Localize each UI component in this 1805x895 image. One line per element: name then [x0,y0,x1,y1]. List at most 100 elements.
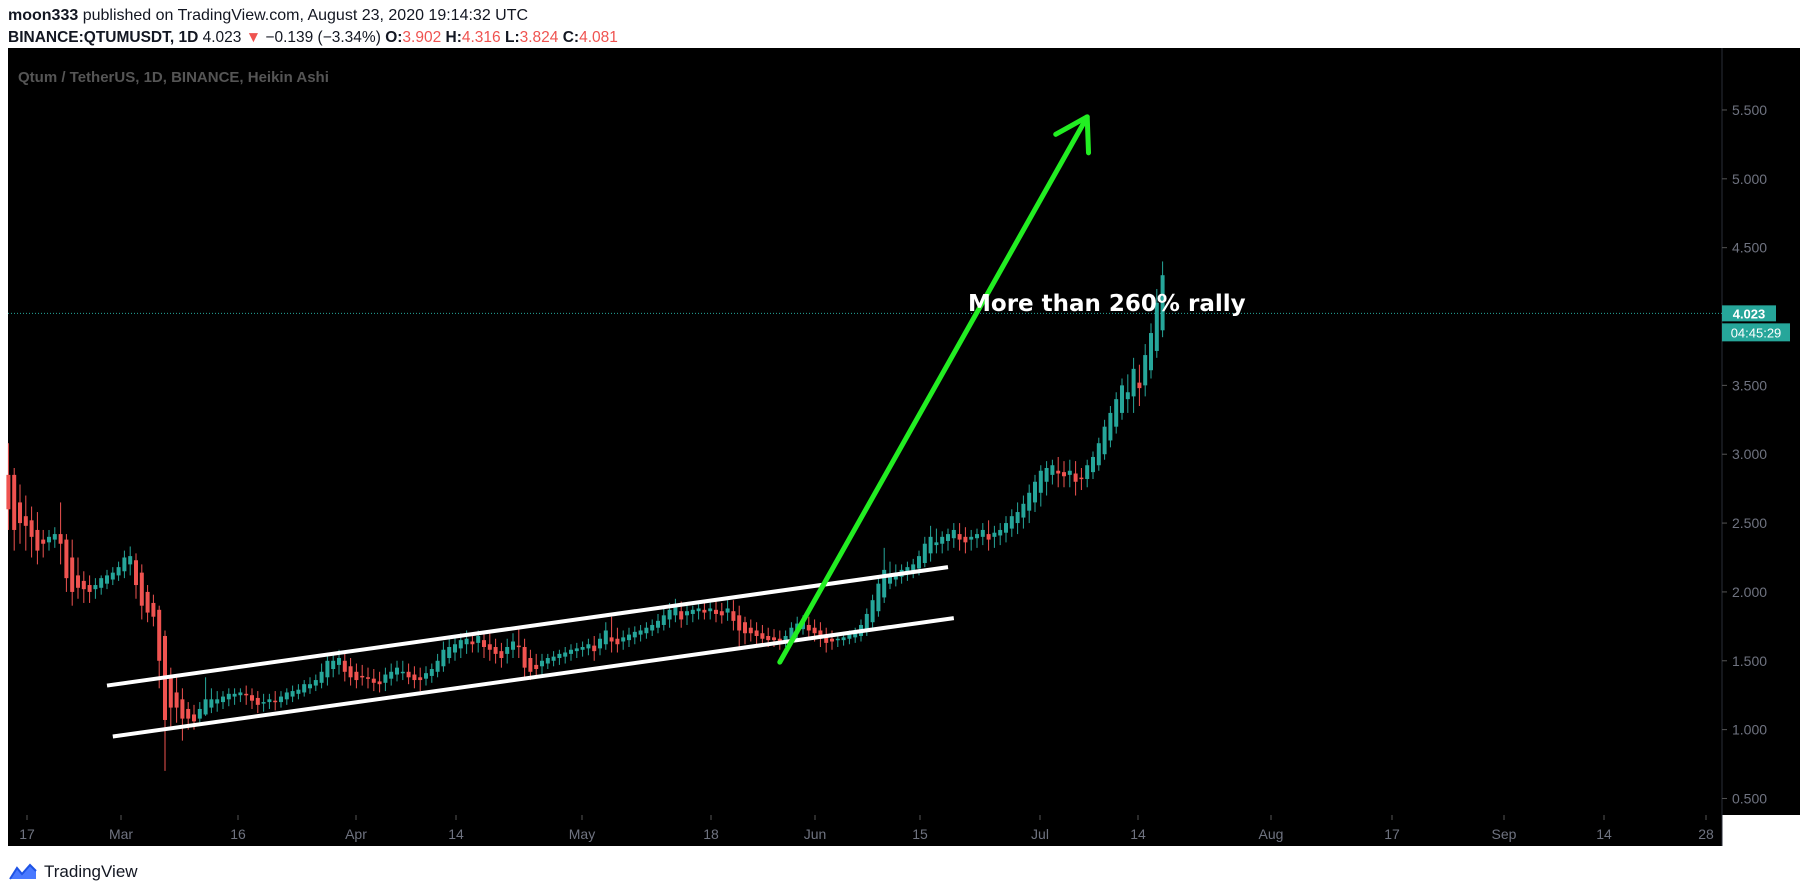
candle[interactable] [267,693,272,709]
candle[interactable] [540,653,544,675]
candle[interactable] [992,525,997,548]
candle[interactable] [197,702,202,726]
candle[interactable] [302,680,307,697]
rally-annotation[interactable]: More than 260% rally [968,291,1246,317]
candle[interactable] [215,691,220,712]
candle[interactable] [609,616,614,653]
candle[interactable] [946,528,950,551]
candle[interactable] [1137,364,1142,407]
candle[interactable] [911,558,916,579]
candle[interactable] [1021,495,1026,529]
candle[interactable] [1044,461,1049,496]
candle[interactable] [1085,459,1090,488]
candle[interactable] [1131,357,1136,413]
candle[interactable] [273,691,278,711]
price-axis[interactable] [1722,48,1800,815]
candle[interactable] [284,688,289,705]
candle[interactable] [719,602,724,624]
candle[interactable] [522,638,527,678]
candle[interactable] [1096,437,1101,471]
candle[interactable] [487,633,492,661]
candle[interactable] [818,622,823,648]
candle[interactable] [545,653,550,670]
candle[interactable] [528,649,533,681]
candle[interactable] [963,527,968,554]
candle[interactable] [708,601,713,620]
candle[interactable] [232,688,237,705]
candle[interactable] [308,677,312,694]
candle[interactable] [1038,465,1043,507]
candle[interactable] [128,546,133,576]
candle[interactable] [482,630,486,659]
candle[interactable] [360,664,365,686]
candle[interactable] [748,619,753,642]
candle[interactable] [1056,456,1061,488]
candle[interactable] [1154,288,1159,358]
candle[interactable] [737,605,742,648]
candle[interactable] [673,598,678,623]
candle[interactable] [41,529,46,558]
candle[interactable] [110,567,115,586]
candle[interactable] [621,630,626,650]
candle[interactable] [690,605,695,623]
candle[interactable] [52,527,57,548]
candle[interactable] [1143,344,1148,397]
candle[interactable] [441,641,446,672]
candle[interactable] [1102,419,1107,460]
candle[interactable] [696,602,701,620]
candle[interactable] [951,523,956,548]
candle[interactable] [313,674,318,692]
candle[interactable] [371,669,376,692]
candle[interactable] [922,536,927,568]
candle[interactable] [615,627,620,653]
candle[interactable] [534,653,539,678]
candle[interactable] [493,638,498,664]
candle[interactable] [279,691,283,708]
candle[interactable] [429,663,434,683]
candle[interactable] [29,506,34,558]
candle[interactable] [1160,261,1165,338]
candle[interactable] [105,569,109,590]
candle[interactable] [296,684,301,700]
candle[interactable] [505,638,510,664]
candle[interactable] [453,635,457,661]
candle[interactable] [725,600,730,621]
candle[interactable] [76,557,80,599]
candle[interactable] [435,653,440,678]
time-axis[interactable] [8,815,1722,846]
candle[interactable] [35,512,40,565]
candle[interactable] [824,627,829,653]
candle[interactable] [754,622,759,645]
candle[interactable] [424,666,428,686]
candle[interactable] [139,564,144,620]
candle[interactable] [244,685,249,705]
candle[interactable] [1004,516,1008,543]
candle[interactable] [70,539,75,606]
candle[interactable] [574,642,579,659]
candle[interactable] [1050,459,1055,485]
candle[interactable] [134,553,138,599]
candle[interactable] [957,523,962,551]
candle[interactable] [209,688,214,714]
candle[interactable] [1149,323,1153,379]
candle[interactable] [557,649,562,665]
candle[interactable] [93,578,98,599]
candle[interactable] [47,529,51,551]
candle[interactable] [331,652,336,678]
candle[interactable] [1108,406,1113,448]
candle[interactable] [23,495,28,551]
candle[interactable] [685,605,689,625]
candle[interactable] [319,663,324,689]
candle[interactable] [12,467,17,551]
candle[interactable] [650,619,655,636]
candle[interactable] [1015,502,1020,535]
candle[interactable] [412,666,417,689]
candle[interactable] [998,523,1003,546]
candle[interactable] [783,630,788,648]
candle[interactable] [627,627,631,648]
candle[interactable] [226,688,231,707]
candle[interactable] [366,667,370,689]
candle[interactable] [400,660,405,681]
candle[interactable] [980,523,985,546]
